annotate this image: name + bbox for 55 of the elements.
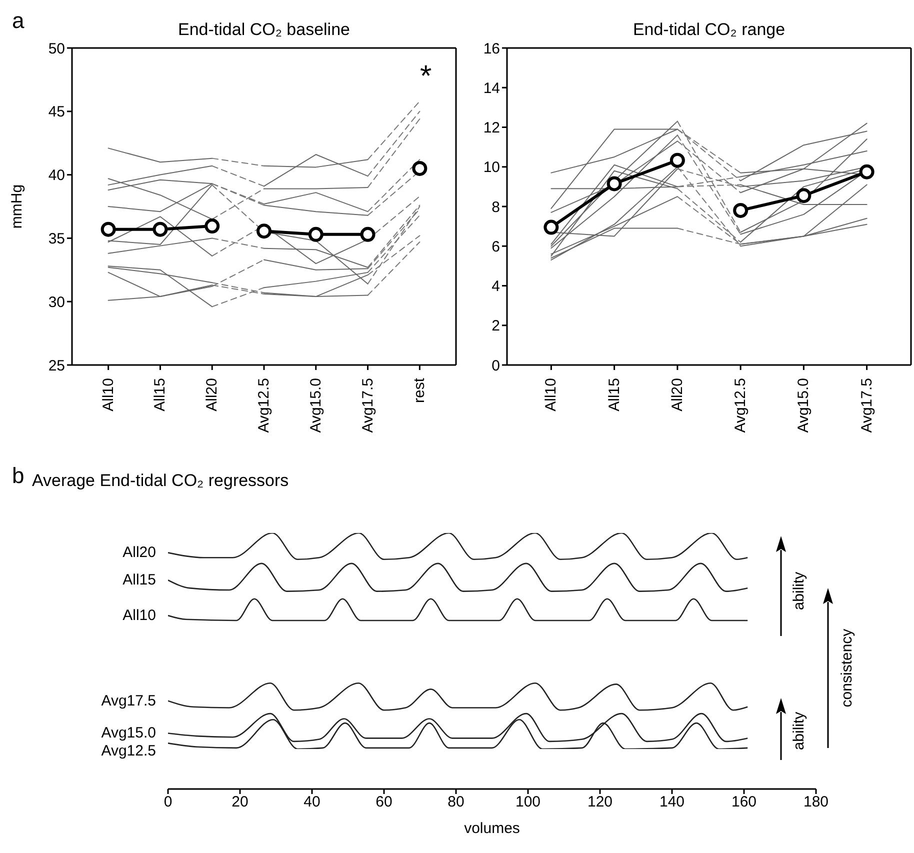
annotation: *: [420, 60, 432, 94]
x-tick-label: All15: [606, 378, 623, 412]
y-tick-label: 2: [492, 318, 500, 335]
chart-title: Average End-tidal CO₂ regressors: [32, 471, 289, 491]
y-tick-label: 0: [492, 357, 500, 374]
x-tick-label: Avg12.5: [732, 378, 750, 433]
x-tick-label: 100: [515, 794, 541, 811]
x-tick-label: 20: [232, 794, 248, 811]
text: a: [12, 8, 24, 34]
x-tick-label: rest: [411, 377, 428, 404]
chart-title: End-tidal CO₂ range: [632, 20, 786, 40]
annotation: ability: [790, 572, 808, 610]
x-tick-label: Avg15.0: [307, 378, 324, 433]
y-tick-label: 25: [48, 357, 65, 374]
y-tick-label: 50: [48, 40, 65, 58]
x-axis-title: volumes: [464, 820, 520, 837]
x-tick-label: 40: [304, 794, 320, 811]
x-tick-label: All15: [152, 378, 169, 412]
x-tick-label: All10: [542, 378, 560, 412]
y-axis-title: mmHg: [8, 184, 26, 229]
series-label: Avg15.0: [101, 724, 156, 742]
series-label: Avg12.5: [101, 742, 156, 760]
series-label: Avg17.5: [101, 692, 156, 710]
x-tick-label: Avg17.5: [858, 378, 876, 433]
series-label: All10: [122, 607, 156, 624]
series-label: All20: [122, 544, 156, 562]
y-tick-label: 40: [48, 167, 65, 184]
x-tick-label: 180: [803, 794, 829, 811]
chart-title: End-tidal CO₂ baseline: [177, 20, 351, 40]
y-tick-label: 45: [48, 104, 65, 121]
y-tick-label: 4: [492, 278, 500, 296]
x-tick-label: All20: [204, 378, 221, 412]
y-tick-label: 35: [48, 230, 65, 248]
x-tick-label: All10: [100, 378, 117, 412]
x-tick-label: 140: [659, 794, 685, 811]
y-tick-label: 14: [483, 80, 500, 97]
x-tick-label: 120: [587, 794, 613, 811]
annotation: ability: [790, 712, 808, 750]
text: consistency: [838, 628, 856, 708]
x-tick-label: 0: [164, 794, 172, 811]
x-tick-label: 60: [376, 794, 392, 811]
text: b: [12, 463, 24, 489]
y-tick-label: 12: [483, 120, 500, 137]
y-tick-label: 30: [48, 294, 65, 311]
x-tick-label: 80: [448, 794, 464, 811]
series-label: All15: [122, 572, 156, 589]
y-tick-label: 10: [483, 159, 500, 176]
x-tick-label: 160: [731, 794, 757, 811]
y-tick-label: 6: [492, 238, 500, 256]
x-tick-label: All20: [668, 378, 686, 412]
y-tick-label: 8: [492, 198, 500, 216]
x-tick-label: Avg15.0: [795, 378, 812, 433]
x-tick-label: Avg17.5: [359, 378, 376, 433]
x-tick-label: Avg12.5: [256, 378, 272, 433]
y-tick-label: 16: [483, 40, 500, 58]
